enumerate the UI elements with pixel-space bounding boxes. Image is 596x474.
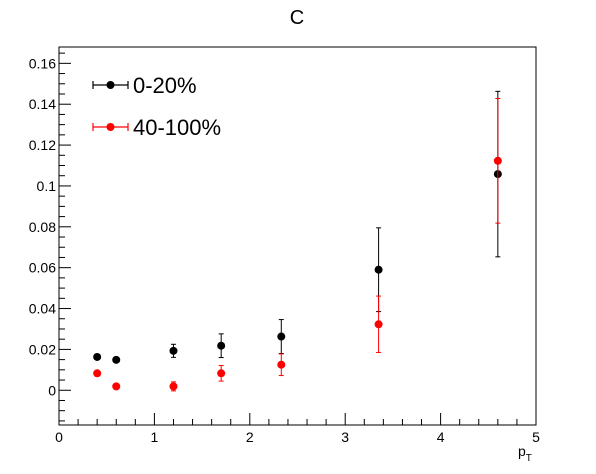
y-tick-label: 0.1 <box>37 178 57 194</box>
x-axis-label-main: p <box>518 443 526 459</box>
x-tick-label: 0 <box>55 429 63 445</box>
data-point <box>169 346 178 355</box>
y-tick-label: 0.08 <box>29 219 56 235</box>
data-point <box>93 369 102 378</box>
y-tick-label: 0 <box>48 382 56 398</box>
y-tick-label: 0.02 <box>29 341 56 357</box>
legend-marker <box>106 123 115 131</box>
y-tick-label: 0.04 <box>29 301 56 317</box>
data-point <box>169 382 178 391</box>
y-tick-label: 0.12 <box>29 137 56 153</box>
axes: 0 1 2 3 4 5 0 0.02 0.04 0.06 0.08 0.1 0.12 0.14 0.16 <box>29 52 540 445</box>
data-point <box>93 352 102 361</box>
x-axis-label: pT <box>518 443 532 464</box>
series-1 <box>93 97 502 392</box>
data-point <box>112 355 121 364</box>
data-point <box>277 332 286 341</box>
data-point <box>277 360 286 369</box>
y-tick-label: 0.16 <box>29 55 56 71</box>
legend-entry-label: 0-20% <box>133 73 197 98</box>
legend: 0-20% 40-100% <box>92 73 221 140</box>
data-point <box>217 341 226 350</box>
x-axis-label-subscript: T <box>526 453 532 464</box>
data-point <box>374 265 383 274</box>
data-point <box>374 320 383 329</box>
legend-marker <box>106 81 115 89</box>
x-tick-label: 5 <box>532 429 540 445</box>
data-point <box>217 369 226 378</box>
chart-title: C <box>290 7 304 29</box>
x-tick-label: 1 <box>151 429 159 445</box>
y-tick-label: 0.14 <box>29 96 56 112</box>
legend-entry-label: 40-100% <box>133 115 221 140</box>
series-layer <box>93 90 502 392</box>
data-point <box>493 156 502 165</box>
x-tick-label: 4 <box>437 429 445 445</box>
x-tick-label: 3 <box>341 429 349 445</box>
y-tick-label: 0.06 <box>29 260 56 276</box>
data-point <box>112 382 121 391</box>
x-tick-label: 2 <box>246 429 254 445</box>
plot-frame <box>58 46 537 426</box>
